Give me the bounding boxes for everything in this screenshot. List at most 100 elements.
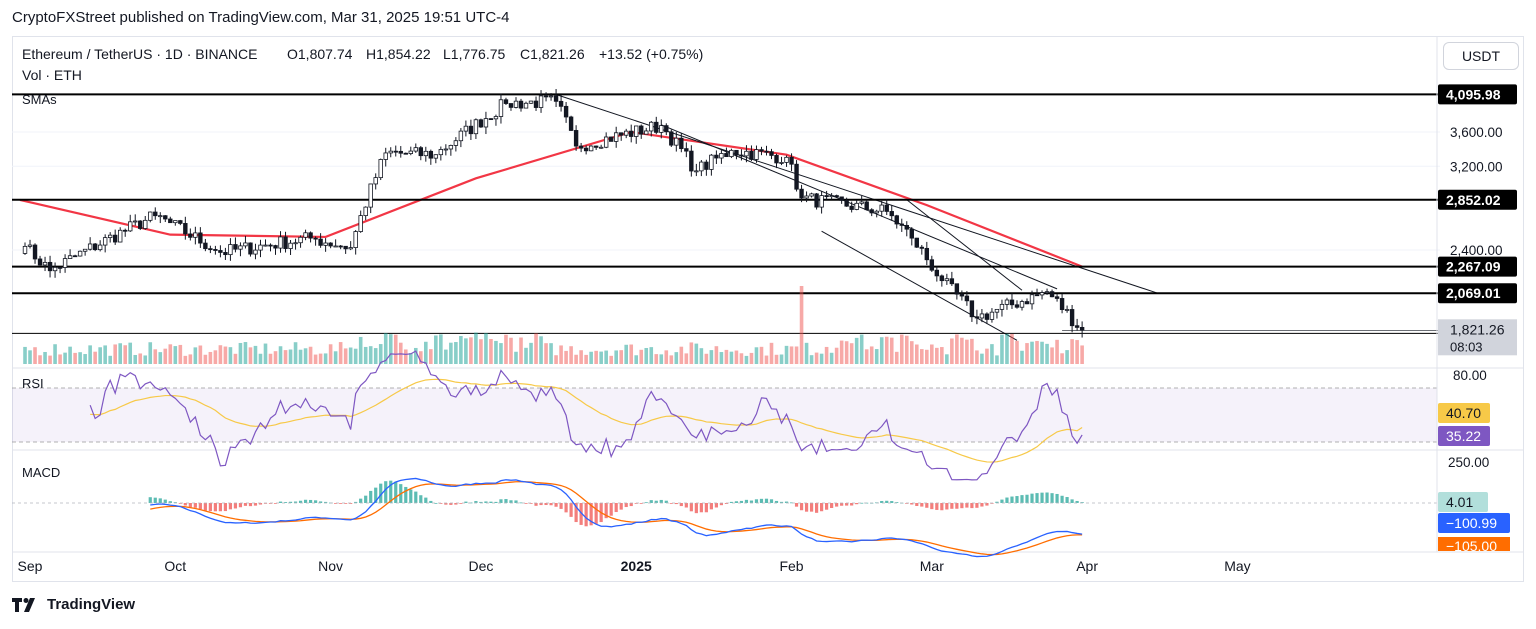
- macd-histogram-bar: [434, 502, 438, 504]
- time-tick-label: Nov: [318, 558, 343, 574]
- tradingview-brand[interactable]: TradingView: [12, 596, 135, 613]
- candle: [503, 99, 509, 104]
- macd-histogram-bar: [704, 503, 708, 513]
- macd-signal-line: [150, 481, 1083, 556]
- candle: [1024, 301, 1030, 305]
- macd-histogram-bar: [228, 503, 233, 510]
- candle: [969, 300, 975, 318]
- candle: [363, 206, 368, 217]
- volume-bar: [1025, 343, 1029, 364]
- candle: [629, 130, 634, 137]
- brand-label: TradingView: [47, 596, 136, 613]
- volume-bar: [859, 334, 864, 364]
- volume-bar: [223, 346, 228, 364]
- volume-bar: [754, 347, 759, 364]
- volume-bar: [198, 345, 203, 364]
- volume-bar: [714, 346, 719, 364]
- volume-bar: [103, 345, 107, 364]
- candle: [548, 95, 554, 98]
- candle: [1019, 301, 1025, 308]
- macd-histogram-bar: [1065, 497, 1069, 503]
- candle: [353, 231, 358, 248]
- macd-histogram-bar: [424, 497, 428, 503]
- volume-bar: [844, 341, 849, 364]
- volume-bar: [789, 346, 794, 364]
- price-tick-label: 3,600.00: [1450, 125, 1503, 140]
- volume-bar: [594, 350, 598, 364]
- macd-histogram-bar: [835, 503, 839, 507]
- rsi-value-label: 35.22: [1446, 428, 1481, 444]
- macd-histogram-bar: [273, 503, 278, 504]
- countdown-label: 08:03: [1450, 339, 1483, 354]
- volume-bar: [544, 343, 548, 364]
- macd-histogram-bar: [774, 500, 779, 503]
- volume-bar: [819, 353, 824, 364]
- volume-bar: [118, 343, 122, 364]
- candle: [994, 308, 1000, 313]
- chart-frame: [12, 36, 1524, 582]
- volume-bar: [694, 343, 699, 364]
- macd-histogram-bar: [629, 503, 633, 507]
- volume-bar: [709, 350, 714, 364]
- macd-histogram-bar: [193, 503, 197, 508]
- volume-bar: [258, 353, 263, 364]
- candle: [213, 249, 218, 251]
- volume-bar: [574, 354, 578, 364]
- macd-histogram-bar: [920, 503, 924, 507]
- candle: [523, 102, 529, 109]
- currency-button[interactable]: USDT: [1443, 42, 1519, 70]
- volume-bar: [403, 349, 408, 364]
- volume-bar: [434, 335, 438, 364]
- time-tick-label: Dec: [468, 558, 493, 574]
- volume-bar: [1055, 339, 1059, 364]
- macd-histogram-bar: [1035, 493, 1039, 503]
- rsi-band: [12, 388, 1437, 442]
- macd-line: [150, 477, 1083, 558]
- macd-histogram-bar: [514, 500, 518, 503]
- volume-bar: [73, 352, 77, 364]
- volume-bar: [439, 334, 443, 364]
- volume-bar: [970, 338, 974, 364]
- candle: [654, 121, 659, 133]
- macd-histogram-bar: [278, 501, 283, 503]
- volume-bar: [509, 337, 513, 364]
- candle: [999, 303, 1005, 310]
- candle: [288, 242, 293, 249]
- volume-bar: [353, 348, 358, 364]
- volume-bar: [494, 340, 498, 364]
- volume-bar: [153, 349, 158, 364]
- macd-histogram-bar: [905, 503, 909, 504]
- candle: [899, 223, 904, 226]
- candle: [188, 233, 193, 238]
- volume-bar: [474, 332, 478, 364]
- candle: [478, 119, 484, 128]
- macd-histogram-bar: [509, 500, 513, 503]
- macd-histogram-bar: [604, 503, 608, 519]
- macd-histogram-bar: [579, 503, 583, 525]
- volume-bar: [909, 341, 914, 364]
- candle: [343, 245, 348, 250]
- time-tick-label: Oct: [164, 558, 186, 574]
- macd-histogram-bar: [950, 503, 954, 509]
- volume-bar: [173, 346, 178, 364]
- candle: [749, 150, 754, 160]
- macd-histogram-bar: [554, 503, 558, 507]
- volume-bar: [564, 350, 568, 364]
- volume-bar: [303, 348, 308, 364]
- macd-histogram-bar: [880, 500, 884, 503]
- candle: [819, 195, 824, 208]
- candle: [674, 137, 679, 146]
- candle: [223, 252, 228, 256]
- candle: [67, 255, 73, 259]
- candle: [168, 218, 173, 224]
- price-tick-label: 3,200.00: [1450, 159, 1503, 174]
- macd-histogram-bar: [825, 503, 829, 510]
- candle: [879, 204, 884, 212]
- macd-histogram-bar: [674, 503, 678, 505]
- candle: [238, 245, 243, 250]
- macd-histogram-bar: [394, 481, 398, 503]
- macd-histogram-bar: [208, 503, 212, 512]
- volume-bar: [579, 350, 583, 364]
- macd-histogram-bar: [860, 502, 864, 504]
